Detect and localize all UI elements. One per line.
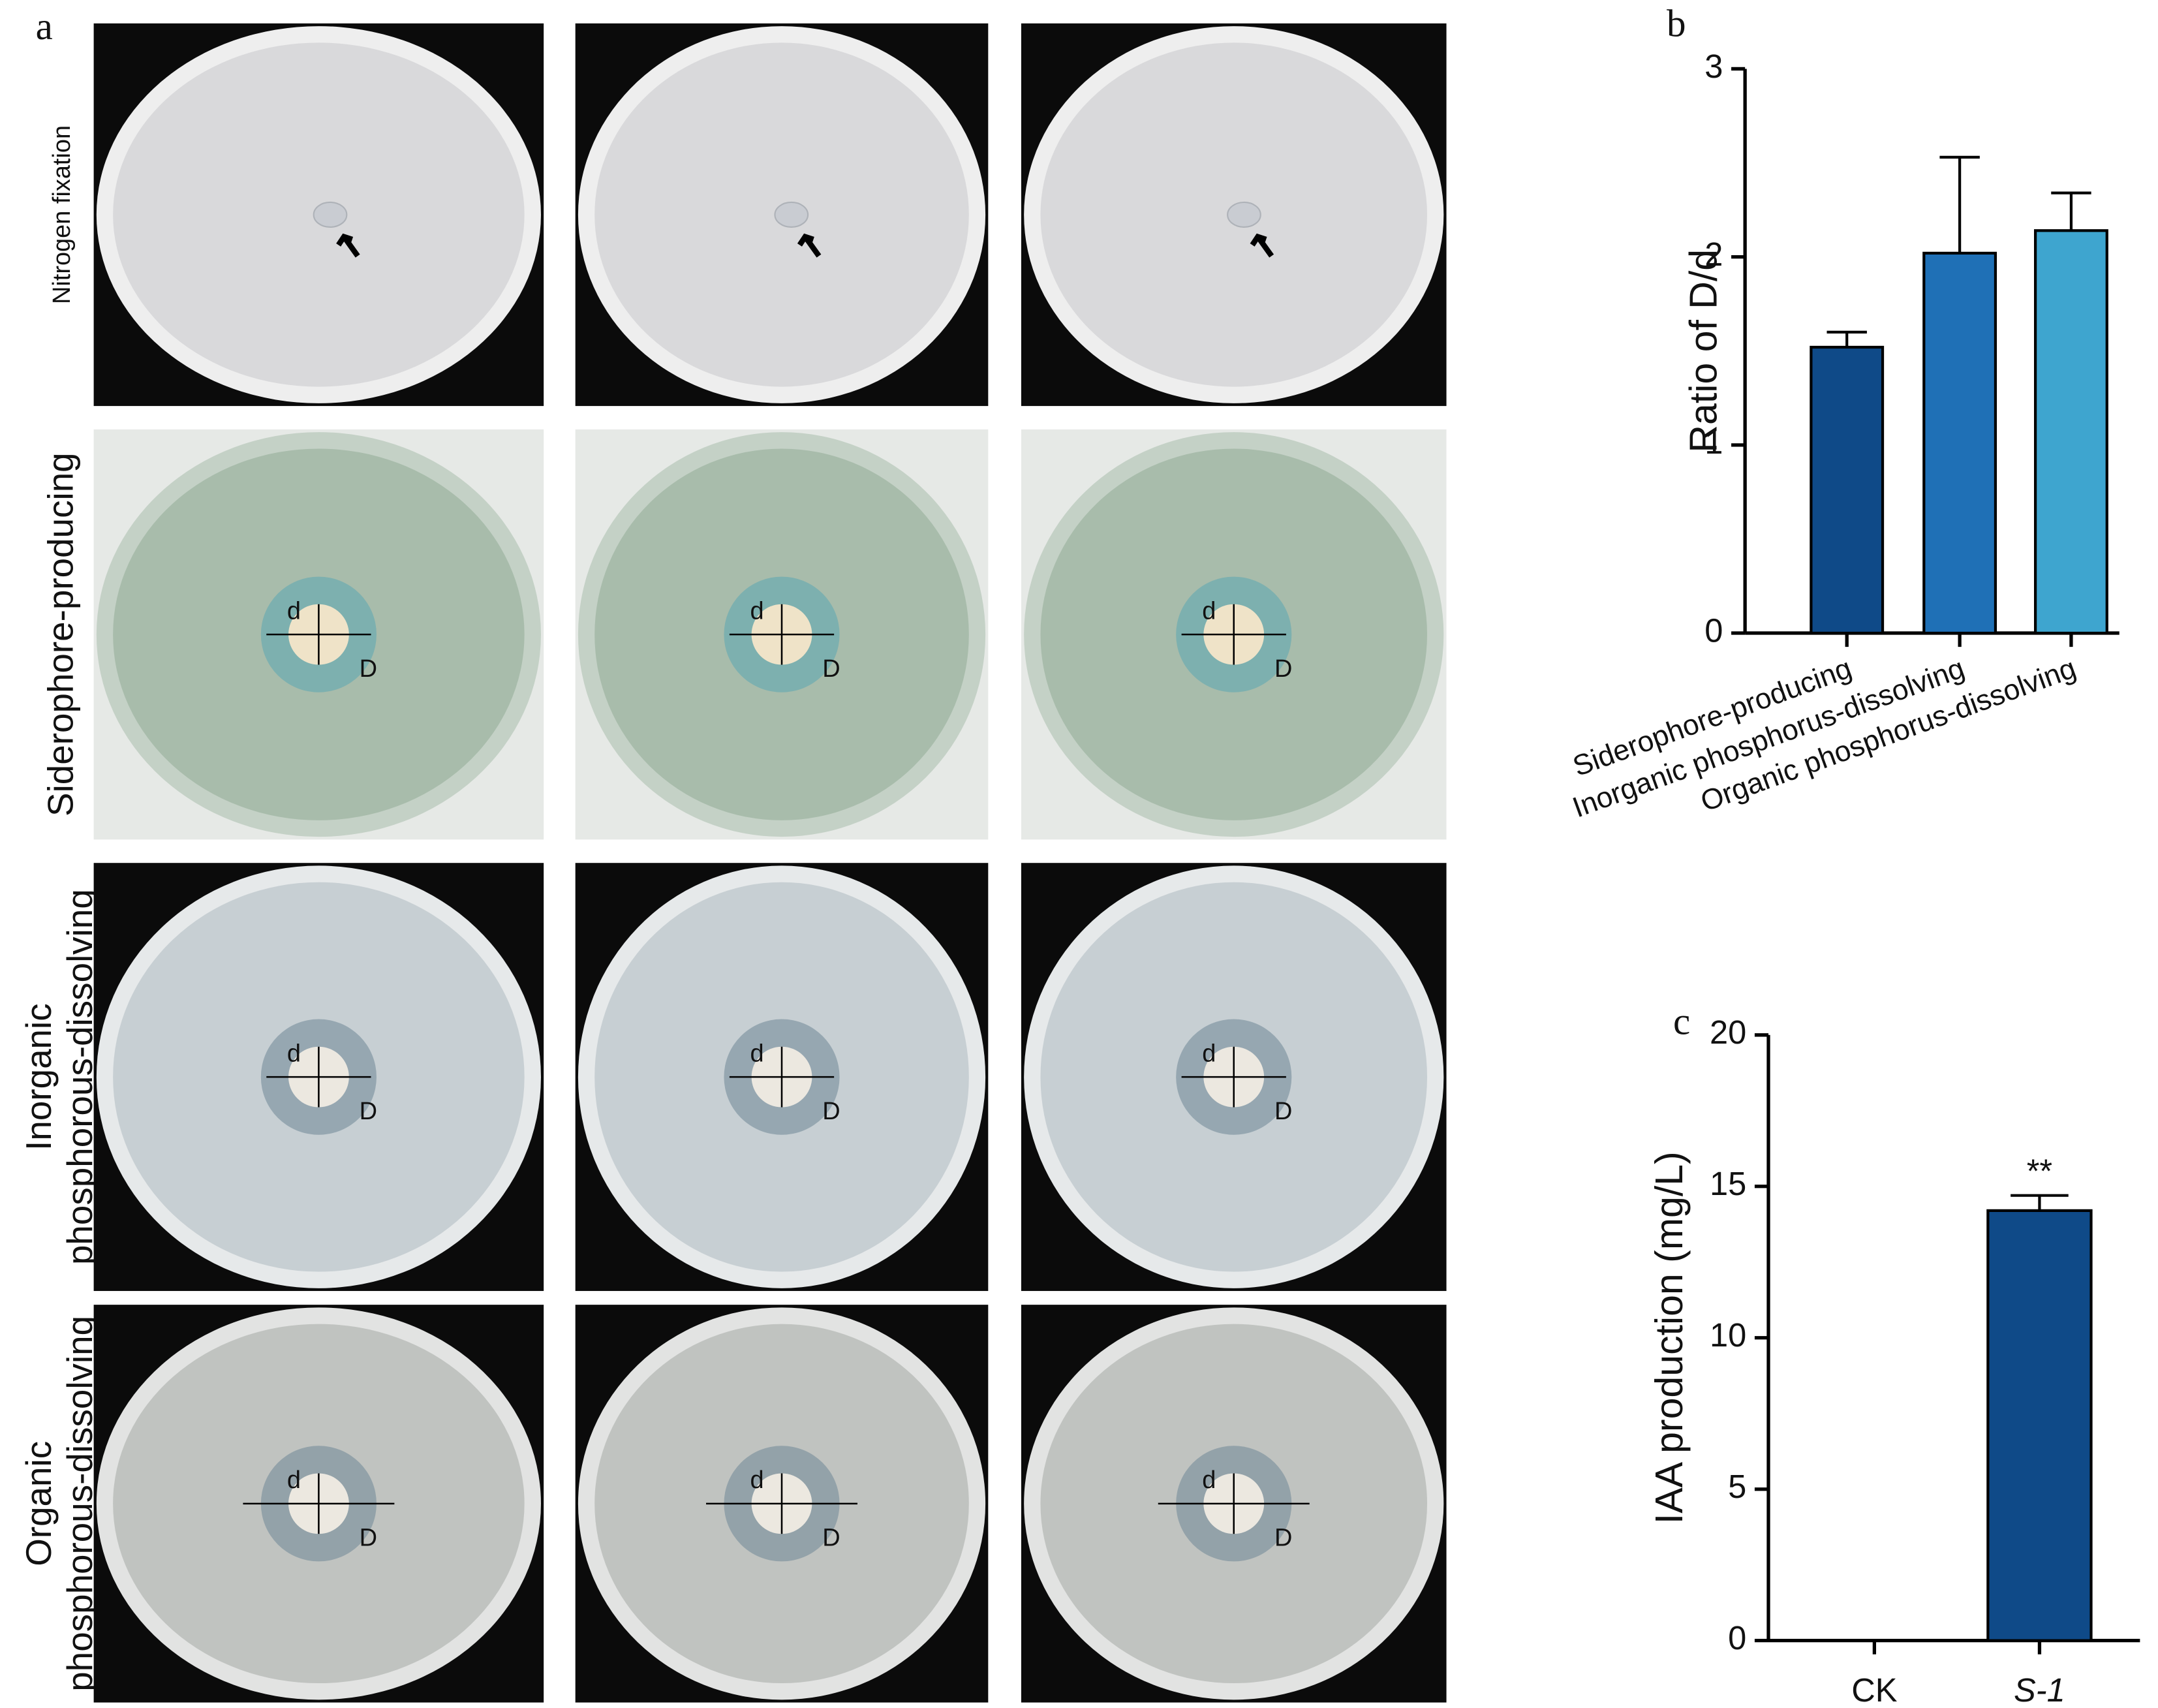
colony	[313, 201, 348, 228]
plate-photo	[93, 23, 544, 407]
y-tick-label: 3	[1704, 48, 1723, 85]
y-axis-label: Ratio of D/d	[1682, 249, 1725, 453]
inner-label: d	[750, 1040, 763, 1067]
row-label: phosphorous-dissolving	[59, 1316, 100, 1692]
y-axis-label: IAA production (mg/L)	[1648, 1151, 1691, 1524]
error-bar	[1939, 155, 1980, 253]
bar	[2033, 229, 2108, 635]
plate-photo: dD	[93, 863, 544, 1292]
y-tick-label: 10	[1710, 1316, 1746, 1354]
plate-photo: dD	[575, 429, 989, 840]
colony	[774, 201, 809, 228]
panel-label: c	[1673, 1000, 1690, 1043]
plate-photo	[575, 23, 989, 407]
inner-label: d	[287, 597, 301, 625]
arrow	[336, 233, 360, 258]
outer-label: D	[1274, 1525, 1292, 1552]
plate-photo: dD	[575, 1305, 989, 1703]
bar	[1922, 251, 1997, 635]
colony	[1227, 201, 1261, 228]
arrow	[797, 233, 822, 258]
outer-label: D	[822, 1098, 840, 1125]
y-tick-label: 15	[1710, 1165, 1746, 1202]
inner-label: d	[287, 1467, 301, 1494]
inner-label: d	[750, 1467, 763, 1494]
x-tick-label: CK	[1851, 1671, 1898, 1708]
outer-label: D	[360, 1098, 377, 1125]
row-label: Siderophore-producing	[40, 452, 81, 816]
plate-photo	[1021, 23, 1447, 407]
y-tick-label: 5	[1728, 1468, 1746, 1505]
plate-photo: dD	[1021, 863, 1447, 1292]
outer-label: D	[360, 1525, 377, 1552]
plate-photo: dD	[93, 1305, 544, 1703]
panel-label: b	[1667, 2, 1686, 45]
y-tick-label: 2	[1704, 236, 1723, 273]
inner-label: d	[1202, 1040, 1216, 1067]
outer-label: D	[1274, 1098, 1292, 1125]
row-label: Organic	[18, 1441, 59, 1566]
inner-label: d	[750, 597, 763, 625]
y-tick-label: 1	[1704, 424, 1723, 461]
significance-label: **	[2027, 1152, 2052, 1189]
outer-label: D	[360, 655, 377, 683]
inner-label: d	[1202, 597, 1216, 625]
y-tick-label: 0	[1728, 1619, 1746, 1656]
error-bar	[1827, 330, 1867, 347]
bar	[1810, 345, 1885, 635]
bar	[1986, 1209, 2093, 1642]
outer-label: D	[1274, 655, 1292, 683]
arrow	[1250, 233, 1274, 258]
y-tick-label: 0	[1704, 612, 1723, 649]
inner-label: d	[287, 1040, 301, 1067]
plate-photo: dD	[1021, 429, 1447, 840]
plate-photo: dD	[93, 429, 544, 840]
inner-label: d	[1202, 1467, 1216, 1494]
row-label: Nitrogen fixation	[48, 125, 76, 304]
x-tick-label: S-1	[2014, 1671, 2065, 1708]
y-tick-label: 20	[1710, 1014, 1746, 1051]
plate-photo: dD	[575, 863, 989, 1292]
panel-label: a	[36, 5, 53, 48]
outer-label: D	[822, 1525, 840, 1552]
plate-photo: dD	[1021, 1305, 1447, 1703]
row-label: Inorganic	[18, 1003, 59, 1151]
outer-label: D	[822, 655, 840, 683]
error-bar	[2051, 191, 2091, 231]
error-bar	[2011, 1194, 2069, 1211]
row-label: phosphorous-dissolving	[59, 889, 100, 1265]
